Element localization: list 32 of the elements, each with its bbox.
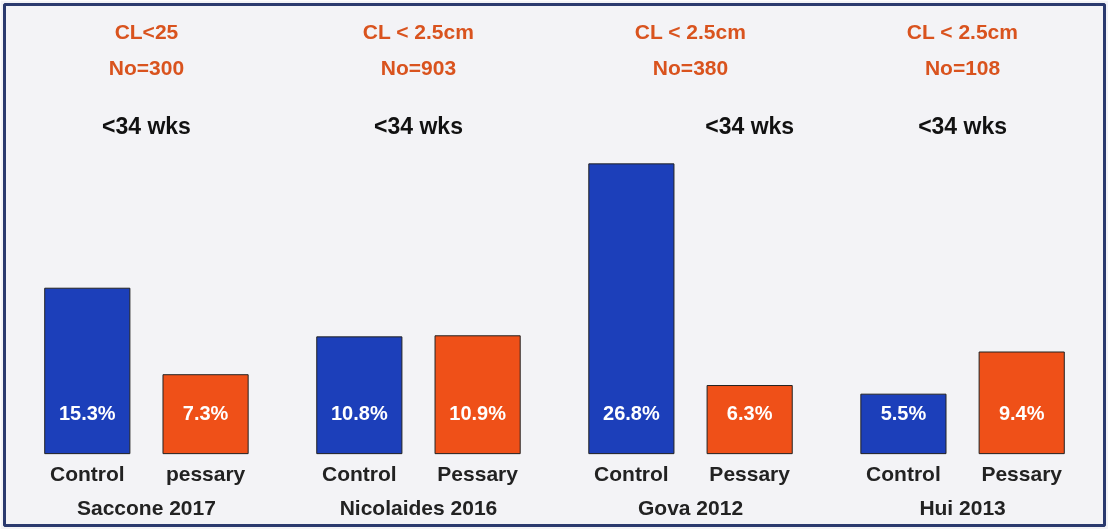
data-label: 9.4% xyxy=(998,402,1045,425)
text: <34 wks xyxy=(374,112,463,139)
data-label: 26.8% xyxy=(603,402,660,425)
x-tick-label: Control xyxy=(866,462,941,486)
text: No=380 xyxy=(652,55,729,79)
text: No=108 xyxy=(924,55,1001,79)
x-tick-label: Pessary xyxy=(981,462,1063,486)
text: Gova 2012 xyxy=(637,496,744,520)
text: No=300 xyxy=(108,55,185,79)
data-label: 7.3% xyxy=(182,402,229,425)
data-label: 10.8% xyxy=(330,402,388,425)
text: Nicolaides 2016 xyxy=(339,496,498,520)
x-tick-label: Control xyxy=(322,462,397,486)
data-label: 5.5% xyxy=(880,402,927,425)
data-label: 10.9% xyxy=(449,402,507,425)
text: <34 wks xyxy=(918,112,1008,139)
x-tick-label: Pessary xyxy=(437,462,519,486)
text: No=903 xyxy=(380,55,457,79)
x-tick-label: pessary xyxy=(165,462,246,486)
text: Hui 2013 xyxy=(919,496,1006,520)
text: CL < 2.5cm xyxy=(634,19,746,43)
text: <34 wks xyxy=(705,112,795,139)
x-tick-label: Control xyxy=(594,462,669,486)
text: <34 wks xyxy=(102,112,191,139)
text: CL < 2.5cm xyxy=(906,19,1018,43)
data-label: 6.3% xyxy=(726,402,773,425)
text: CL<25 xyxy=(114,19,179,43)
text: Saccone 2017 xyxy=(76,496,216,520)
x-tick-label: Control xyxy=(49,462,125,486)
text: CL < 2.5cm xyxy=(362,19,474,43)
data-label: 15.3% xyxy=(58,402,116,425)
x-tick-label: Pessary xyxy=(709,462,791,486)
